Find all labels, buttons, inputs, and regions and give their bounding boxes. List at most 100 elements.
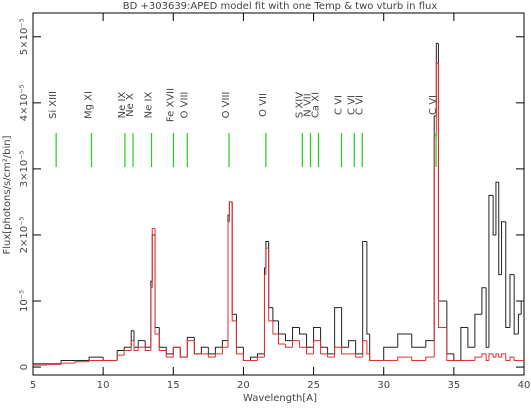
spectrum-step (327, 347, 335, 355)
spectrum-step (425, 356, 435, 361)
spectrum-step (130, 340, 135, 351)
spectrum-step (207, 353, 216, 358)
spectrum-step (485, 353, 489, 361)
spectrum-step (467, 327, 475, 348)
spectrum-step (116, 354, 125, 361)
line-id-label: C VI (346, 95, 357, 115)
spectrum-step (513, 274, 519, 335)
spectrum-step (299, 340, 307, 348)
spectrum-step (485, 287, 489, 348)
spectrum-step (231, 201, 237, 322)
spectrum-step (495, 181, 499, 235)
spectrum-step (334, 307, 342, 354)
spectrum-step (411, 334, 426, 348)
spectrum-step (509, 356, 515, 361)
spectrum-step (150, 287, 153, 351)
spectrum-step (137, 346, 146, 351)
line-id-label: Ne IX (144, 92, 155, 119)
spectrum-step (362, 340, 367, 358)
spectrum-step (397, 333, 412, 348)
spectrum-step (488, 353, 494, 361)
spectrum-step (313, 340, 321, 354)
line-id-label: O VII (258, 93, 269, 117)
spectrum-step (285, 343, 293, 348)
spectrum-step (214, 353, 223, 358)
spectrum-step (165, 347, 174, 355)
spectrum-step (355, 340, 363, 355)
spectrum-step (179, 347, 188, 358)
spectrum-step (158, 327, 167, 348)
spectrum-step (256, 353, 265, 358)
spectrum-step (265, 247, 269, 275)
spectrum-step (474, 356, 482, 361)
spectrum-step (154, 228, 160, 335)
spectrum-step (133, 340, 139, 352)
x-tick-label: 30 (377, 380, 390, 391)
spectrum-step (501, 353, 506, 358)
spectrum-step (334, 346, 342, 358)
spectrum-step (256, 356, 265, 361)
spectrum-step (74, 361, 90, 364)
spectrum-step (242, 353, 251, 361)
spectrum-step (435, 62, 439, 136)
spectrum-step (144, 340, 151, 348)
spectrum-step (509, 274, 515, 328)
spectrum-step (263, 274, 266, 358)
line-id-label: N VII (302, 93, 313, 116)
spectrum-step (425, 340, 435, 348)
spectrum-step (292, 326, 300, 341)
spectrum-step (446, 327, 454, 361)
spectrum-step (165, 350, 174, 358)
spectrum-step (460, 326, 468, 361)
spectrum-step (214, 346, 223, 354)
spectrum-step (60, 362, 76, 365)
x-tick-label: 15 (167, 380, 180, 391)
spectrum-step (227, 221, 230, 348)
spectrum-step (172, 346, 181, 354)
spectrum-step (285, 334, 293, 342)
x-tick-label: 40 (518, 380, 531, 391)
spectrum-step (158, 334, 167, 352)
x-axis-label: Wavelength[A] (243, 393, 317, 404)
spectrum-step (235, 320, 244, 355)
spectrum-step (492, 353, 496, 358)
x-tick-label: 25 (307, 380, 320, 391)
spectrum-step (88, 356, 104, 361)
spectrum-step (495, 353, 499, 358)
spectrum-step (154, 234, 160, 328)
spectrum-step (123, 346, 132, 351)
spectrum-step (249, 356, 258, 361)
spectrum-step (299, 327, 307, 335)
spectrum-step (193, 340, 202, 355)
spectrum-step (313, 326, 321, 348)
spectrum-step (272, 307, 279, 322)
spectrum-step (498, 182, 502, 276)
y-tick-label: 10⁻⁵ (19, 290, 30, 312)
spectrum-step (231, 201, 237, 315)
spectrum-step (520, 300, 524, 315)
line-id-label: Si XIII (48, 91, 59, 119)
spectrum-step (481, 353, 487, 358)
line-id-label: C VI (354, 95, 365, 115)
spectrum-step (278, 320, 286, 335)
spectrum-step (88, 359, 104, 362)
line-id-label: O VIII (179, 92, 190, 119)
spectrum-step (123, 350, 132, 356)
spectrum-step (433, 135, 437, 358)
spectrum-step (186, 340, 195, 358)
spectrum-step (46, 363, 62, 366)
spectrum-step (320, 327, 328, 348)
spectrum-step (366, 340, 370, 355)
y-tick-label: 0 (19, 364, 30, 370)
spectrum-step (362, 241, 367, 354)
line-id-label: Fe XVII (165, 88, 176, 122)
spectrum-step (278, 334, 286, 345)
line-id-label: Ca XI (310, 92, 321, 118)
spectrum-step (366, 241, 370, 335)
spectrum-step (228, 201, 233, 222)
spectrum-step (505, 221, 510, 328)
spectrum-step (498, 353, 502, 358)
spectrum-step (369, 334, 384, 361)
spectrum-step (306, 347, 314, 355)
y-tick-label: 5×10⁻⁵ (19, 18, 30, 55)
